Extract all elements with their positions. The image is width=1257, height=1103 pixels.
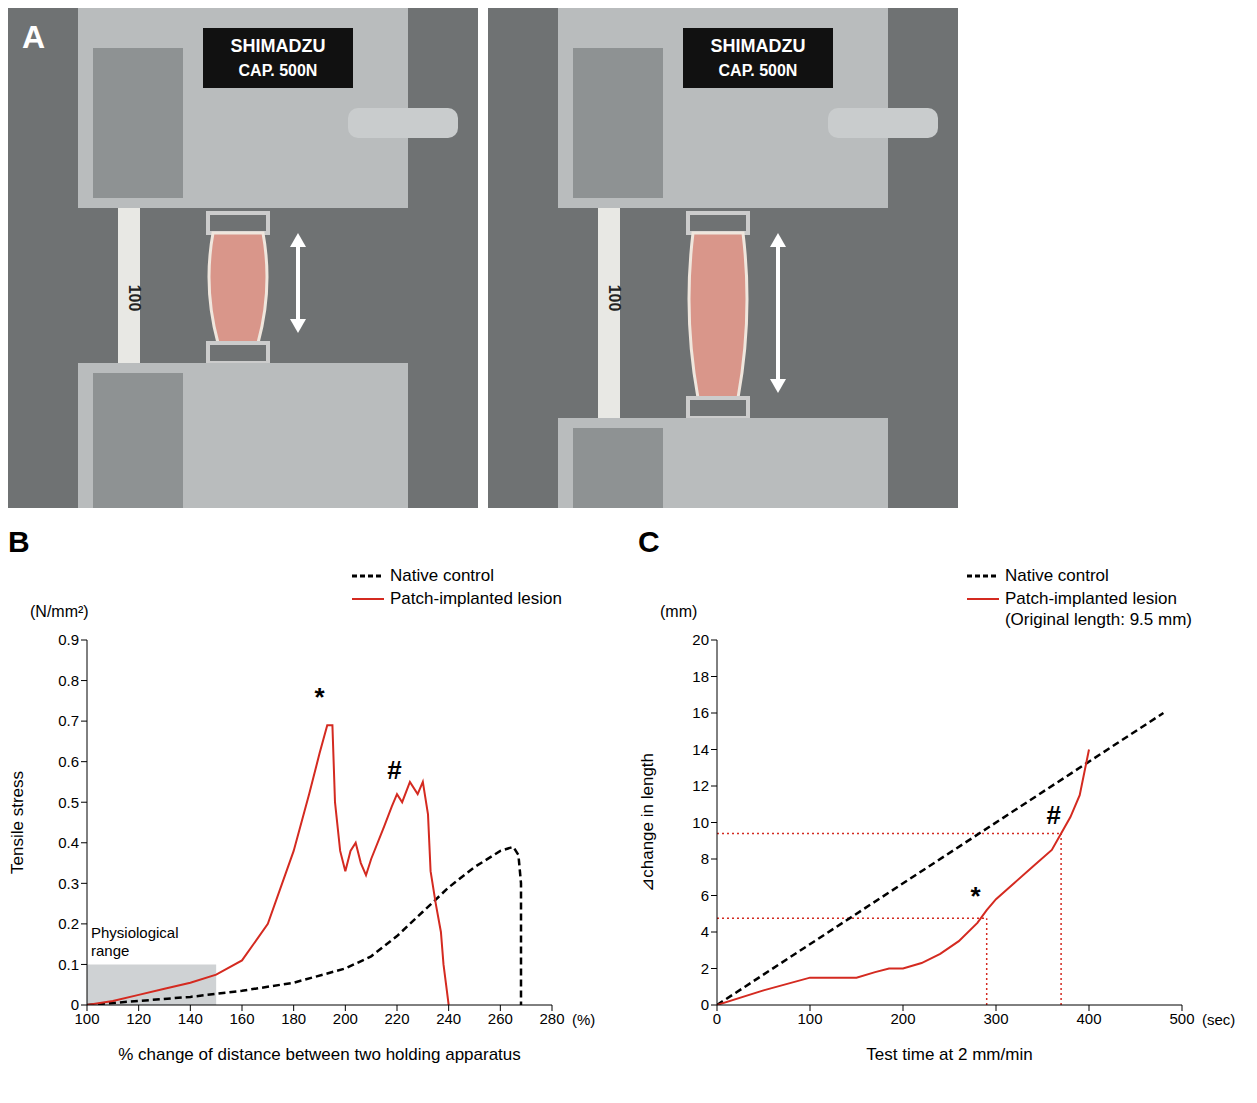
svg-text:A: A [22, 19, 45, 55]
svg-text:260: 260 [488, 1010, 513, 1027]
svg-text:100: 100 [126, 285, 143, 312]
svg-text:CAP. 500N: CAP. 500N [239, 62, 318, 79]
svg-text:6: 6 [701, 887, 709, 904]
svg-text:10: 10 [692, 814, 709, 831]
svg-text:0.1: 0.1 [58, 956, 79, 973]
svg-text:0.8: 0.8 [58, 672, 79, 689]
svg-text:SHIMADZU: SHIMADZU [711, 36, 806, 56]
svg-text:400: 400 [1076, 1010, 1101, 1027]
svg-text:8: 8 [701, 850, 709, 867]
svg-text:0: 0 [71, 996, 79, 1013]
svg-text:140: 140 [178, 1010, 203, 1027]
svg-text:200: 200 [890, 1010, 915, 1027]
svg-text:160: 160 [229, 1010, 254, 1027]
svg-text:*: * [314, 682, 325, 712]
svg-text:16: 16 [692, 704, 709, 721]
svg-text:% change of distance between t: % change of distance between two holding… [118, 1045, 521, 1064]
svg-text:0.7: 0.7 [58, 712, 79, 729]
svg-text:#: # [1046, 800, 1061, 830]
svg-text:0.2: 0.2 [58, 915, 79, 932]
html-text:C: C [638, 525, 660, 558]
svg-text:SHIMADZU: SHIMADZU [231, 36, 326, 56]
html-text:Patch-implanted lesion: Patch-implanted lesion [390, 589, 562, 608]
html-text:(mm): (mm) [660, 603, 698, 620]
svg-text:300: 300 [983, 1010, 1008, 1027]
svg-text:0: 0 [701, 996, 709, 1013]
svg-text:180: 180 [281, 1010, 306, 1027]
html-text:B: B [8, 525, 30, 558]
html-text:(Original length: 9.5 mm): (Original length: 9.5 mm) [1004, 610, 1192, 629]
svg-text:500: 500 [1169, 1010, 1194, 1027]
svg-text:100: 100 [797, 1010, 822, 1027]
html-text:Native control: Native control [1004, 566, 1109, 585]
svg-text:0.5: 0.5 [58, 794, 79, 811]
svg-text:120: 120 [126, 1010, 151, 1027]
svg-text:240: 240 [436, 1010, 461, 1027]
svg-text:4: 4 [701, 923, 709, 940]
svg-text:0.4: 0.4 [58, 834, 79, 851]
svg-text:220: 220 [384, 1010, 409, 1027]
svg-text:⊿change in length: ⊿change in length [638, 753, 657, 892]
svg-text:14: 14 [692, 741, 709, 758]
svg-text:100: 100 [606, 285, 623, 312]
svg-text:Tensile stress: Tensile stress [8, 771, 27, 874]
svg-text:2: 2 [701, 960, 709, 977]
svg-text:12: 12 [692, 777, 709, 794]
svg-text:280: 280 [539, 1010, 564, 1027]
svg-text:100: 100 [74, 1009, 100, 1027]
html-text:Patch-implanted lesion: Patch-implanted lesion [1004, 589, 1177, 608]
html-text:(N/mm²): (N/mm²) [30, 603, 89, 620]
svg-text:CAP. 500N: CAP. 500N [719, 62, 798, 79]
svg-text:0.9: 0.9 [58, 631, 79, 648]
html-text:(sec): (sec) [1202, 1011, 1236, 1028]
svg-text:20: 20 [692, 631, 709, 648]
svg-text:18: 18 [692, 668, 709, 685]
svg-text:0.6: 0.6 [58, 753, 79, 770]
svg-text:*: * [970, 881, 981, 911]
html-text:Native control: Native control [390, 566, 494, 585]
svg-text:Test time at 2 mm/min: Test time at 2 mm/min [866, 1045, 1032, 1064]
svg-text:200: 200 [333, 1010, 358, 1027]
svg-text:#: # [387, 755, 402, 785]
svg-text:0.3: 0.3 [58, 875, 79, 892]
svg-text:Physiologicalrange: Physiologicalrange [91, 924, 179, 959]
svg-text:0: 0 [713, 1010, 721, 1027]
